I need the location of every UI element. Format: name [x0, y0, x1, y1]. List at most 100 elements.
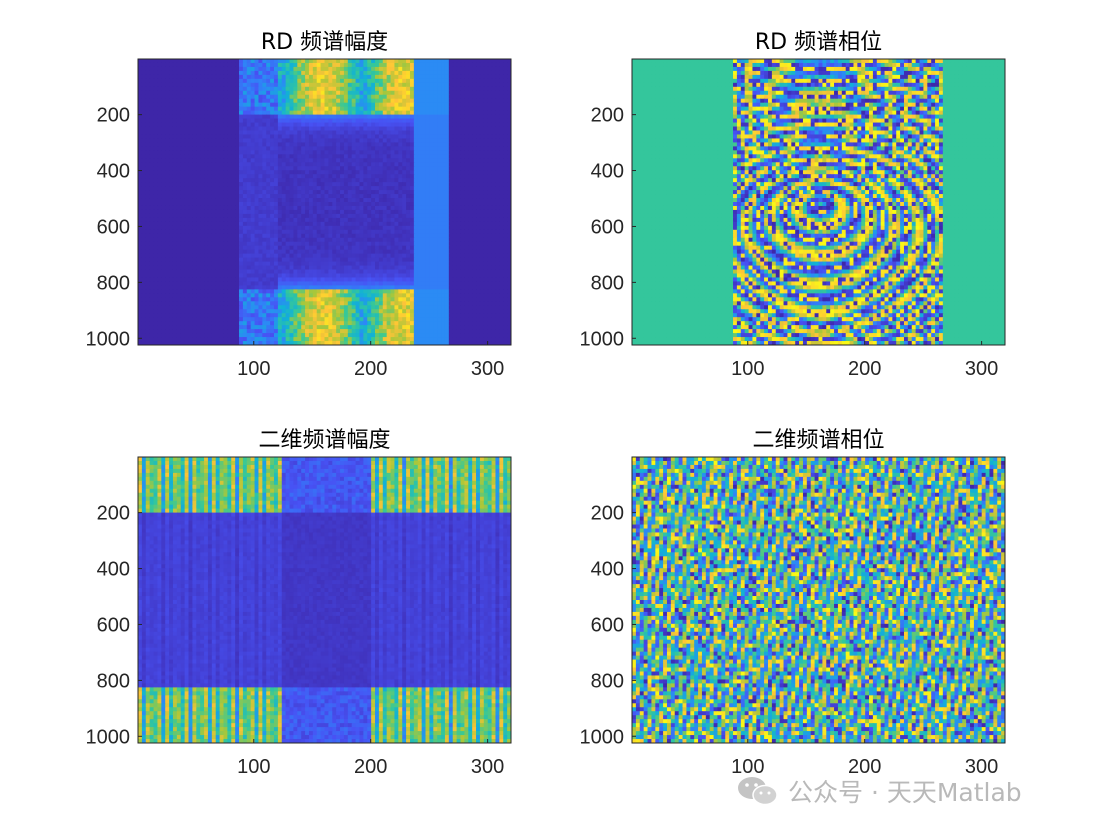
heatmap-cell: [215, 98, 221, 104]
heatmap-cell: [351, 213, 357, 219]
heatmap-cell: [363, 162, 368, 167]
heatmap-cell: [184, 138, 190, 144]
heatmap-cell: [273, 126, 279, 132]
heatmap-cell: [149, 170, 155, 175]
heatmap-cell: [293, 146, 298, 151]
heatmap-cell: [429, 59, 434, 64]
heatmap-cell: [452, 114, 458, 120]
heatmap-cell: [188, 154, 193, 159]
heatmap-cell: [363, 130, 368, 136]
heatmap-cell: [270, 98, 275, 104]
heatmap-cell: [390, 209, 396, 215]
heatmap-cell: [476, 257, 481, 263]
heatmap-cell: [320, 74, 326, 80]
heatmap-cell: [398, 186, 403, 191]
heatmap-cell: [433, 154, 438, 159]
heatmap-cell: [347, 74, 353, 80]
heatmap-cell: [483, 166, 489, 171]
heatmap-cell: [328, 106, 333, 112]
heatmap-cell: [211, 86, 217, 92]
heatmap-cell: [437, 209, 442, 215]
heatmap-cell: [138, 90, 143, 96]
heatmap-cell: [429, 217, 434, 223]
heatmap-cell: [270, 186, 275, 191]
heatmap-cell: [371, 170, 376, 175]
heatmap-cell: [188, 237, 193, 243]
heatmap-cell: [293, 186, 298, 191]
heatmap-cell: [394, 209, 399, 215]
heatmap-cell: [437, 186, 442, 191]
heatmap-cell: [476, 66, 481, 72]
heatmap-cell: [273, 229, 279, 235]
heatmap-cell: [340, 122, 345, 128]
heatmap-cell: [452, 261, 458, 267]
heatmap-cell: [507, 78, 511, 84]
heatmap-cell: [165, 257, 170, 263]
heatmap-cell: [406, 198, 411, 203]
heatmap-cell: [207, 126, 213, 132]
heatmap-cell: [503, 221, 508, 227]
heatmap-cell: [235, 190, 240, 195]
heatmap-cell: [406, 221, 411, 227]
heatmap-cell: [421, 209, 427, 215]
heatmap-cell: [138, 118, 143, 124]
heatmap-cell: [172, 162, 178, 167]
heatmap-cell: [386, 126, 392, 132]
heatmap-cell: [375, 138, 380, 144]
heatmap-cell: [359, 178, 364, 183]
heatmap-cell: [444, 221, 450, 227]
heatmap-cell: [184, 190, 190, 195]
heatmap-cell: [223, 98, 228, 104]
heatmap-cell: [149, 166, 155, 171]
heatmap-cell: [184, 110, 190, 116]
heatmap-cell: [441, 62, 446, 68]
heatmap-cell: [180, 257, 186, 263]
heatmap-cell: [472, 59, 477, 64]
heatmap-cell: [479, 142, 485, 147]
heatmap-cell: [491, 237, 497, 243]
heatmap-cell: [363, 106, 368, 112]
heatmap-cell: [433, 190, 438, 195]
heatmap-cell: [176, 233, 182, 239]
heatmap-cell: [262, 130, 267, 136]
heatmap-cell: [417, 130, 423, 136]
heatmap-cell: [479, 178, 485, 183]
heatmap-cell: [285, 134, 291, 140]
heatmap-cell: [273, 237, 279, 243]
heatmap-cell: [336, 213, 341, 219]
heatmap-cell: [289, 178, 295, 183]
heatmap-cell: [355, 174, 361, 179]
heatmap-cell: [375, 150, 380, 155]
heatmap-cell: [406, 126, 411, 132]
heatmap-cell: [363, 205, 368, 211]
heatmap-cell: [297, 158, 302, 163]
heatmap-cell: [347, 253, 353, 259]
heatmap-cell: [215, 102, 221, 108]
heatmap-cell: [448, 249, 454, 255]
heatmap-cell: [421, 70, 427, 76]
heatmap-cell: [371, 70, 376, 76]
heatmap-cell: [433, 225, 438, 231]
heatmap-cell: [483, 225, 489, 231]
heatmap-cell: [223, 245, 228, 251]
heatmap-cell: [301, 182, 306, 187]
heatmap-cell: [180, 154, 186, 159]
heatmap-cell: [239, 134, 244, 140]
heatmap-cell: [355, 237, 361, 243]
heatmap-cell: [332, 146, 337, 151]
heatmap-cell: [242, 66, 248, 72]
heatmap-cell: [184, 114, 190, 120]
heatmap-cell: [196, 86, 201, 92]
heatmap-cell: [367, 126, 372, 132]
heatmap-cell: [246, 158, 252, 163]
heatmap-cell: [378, 190, 384, 195]
heatmap-cell: [340, 82, 345, 88]
heatmap-cell: [305, 59, 310, 64]
heatmap-cell: [153, 138, 159, 144]
heatmap-cell: [153, 225, 159, 231]
heatmap-cell: [320, 90, 326, 96]
heatmap-cell: [192, 90, 197, 96]
heatmap-cell: [444, 166, 450, 171]
heatmap-cell: [301, 114, 306, 120]
heatmap-cell: [351, 86, 357, 92]
